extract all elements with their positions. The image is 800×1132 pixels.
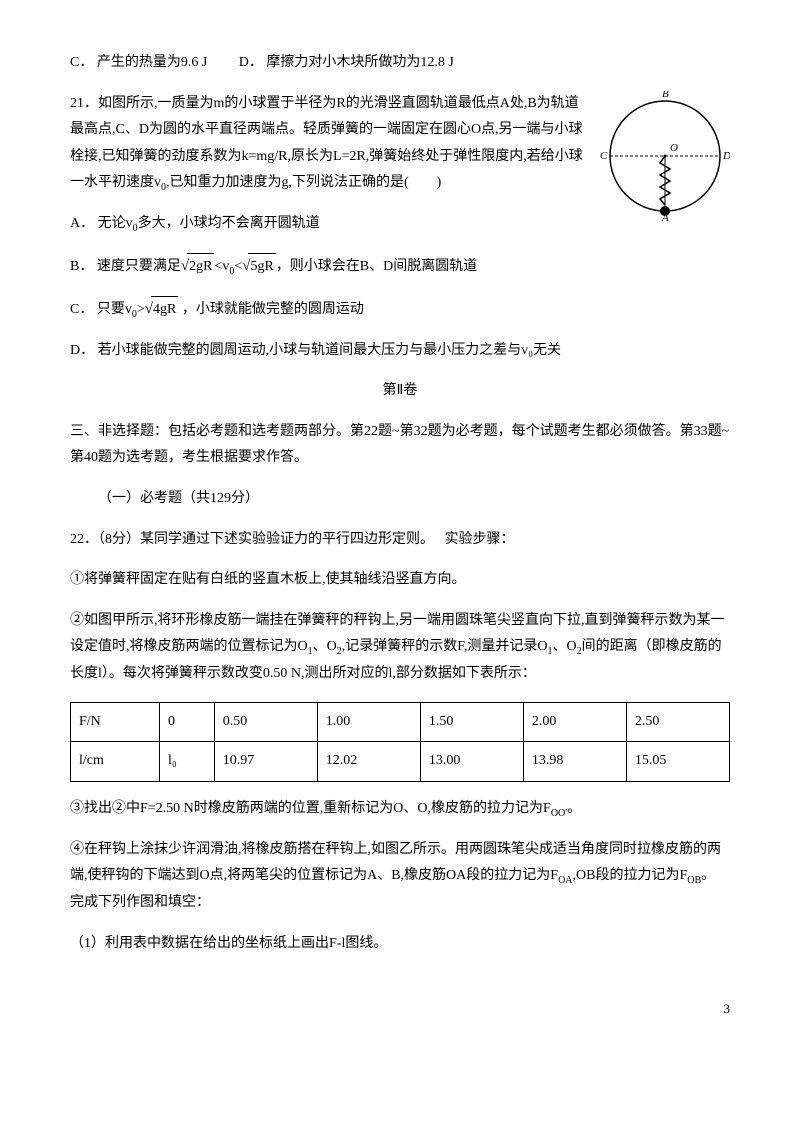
table-cell: 0 [160,702,215,742]
table-row: F/N 0 0.50 1.00 1.50 2.00 2.50 [71,702,730,742]
svg-text:C: C [600,150,608,162]
table-cell: 2.50 [626,702,729,742]
q22-step2: ②如图甲所示,将环形橡皮筋一端挂在弹簧秤的秤钩上,另一端用圆珠笔尖竖直向下拉,直… [70,608,730,688]
table-cell: F/N [71,702,160,742]
table-cell: l₀ [160,742,215,782]
section-2-title: 第Ⅱ卷 [70,378,730,405]
opt-d: D． 摩擦力对小木块所做功为12.8 J [239,55,454,70]
table-cell: 1.50 [420,702,523,742]
table-cell: 1.00 [317,702,420,742]
q22-part1: （1）利用表中数据在给出的坐标纸上画出F-l图线。 [70,931,730,958]
svg-text:D: D [722,150,730,162]
q22-step1: ①将弹簧秤固定在贴有白纸的竖直木板上,使其轴线沿竖直方向。 [70,567,730,594]
table-cell: 12.02 [317,742,420,782]
svg-text:B: B [662,91,669,100]
table-cell: 13.98 [523,742,626,782]
q21-opt-c: C． 只要v0>√4gR ，小球就能做完整的圆周运动 [70,295,730,324]
table-cell: 10.97 [214,742,317,782]
q21-opt-b: B． 速度只要满足√2gR<v0<√5gR，则小球会在B、D间脱离圆轨道 [70,252,730,281]
table-cell: l/cm [71,742,160,782]
page-number: 3 [70,997,730,1022]
table-cell: 13.00 [420,742,523,782]
must-note: （一）必考题（共129分） [70,486,730,513]
table-cell: 0.50 [214,702,317,742]
table-row: l/cm l₀ 10.97 12.02 13.00 13.98 15.05 [71,742,730,782]
svg-text:A: A [661,212,669,221]
opt-c: C． 产生的热量为9.6 J [70,55,207,70]
table-cell: 15.05 [626,742,729,782]
q22-table: F/N 0 0.50 1.00 1.50 2.00 2.50 l/cm l₀ 1… [70,702,730,782]
svg-text:O: O [670,142,678,154]
q22-step4: ④在秤钩上涂抹少许润滑油,将橡皮筋搭在秤钩上,如图乙所示。用两圆珠笔尖成适当角度… [70,837,730,917]
q21-opt-d: D． 若小球能做完整的圆周运动,小球与轨道间最大压力与最小压力之差与v₀无关 [70,338,730,365]
table-cell: 2.00 [523,702,626,742]
q21-figure: B C D O A [600,91,730,232]
q20-options: C． 产生的热量为9.6 J D． 摩擦力对小木块所做功为12.8 J [70,50,730,77]
q22-step3: ③找出②中F=2.50 N时橡皮筋两端的位置,重新标记为O、O,橡皮筋的拉力记为… [70,796,730,823]
q22-stem: 22．（8分）某同学通过下述实验验证力的平行四边形定则。 实验步骤： [70,527,730,554]
section-note: 三、非选择题：包括必考题和选考题两部分。第22题~第32题为必考题，每个试题考生… [70,419,730,472]
